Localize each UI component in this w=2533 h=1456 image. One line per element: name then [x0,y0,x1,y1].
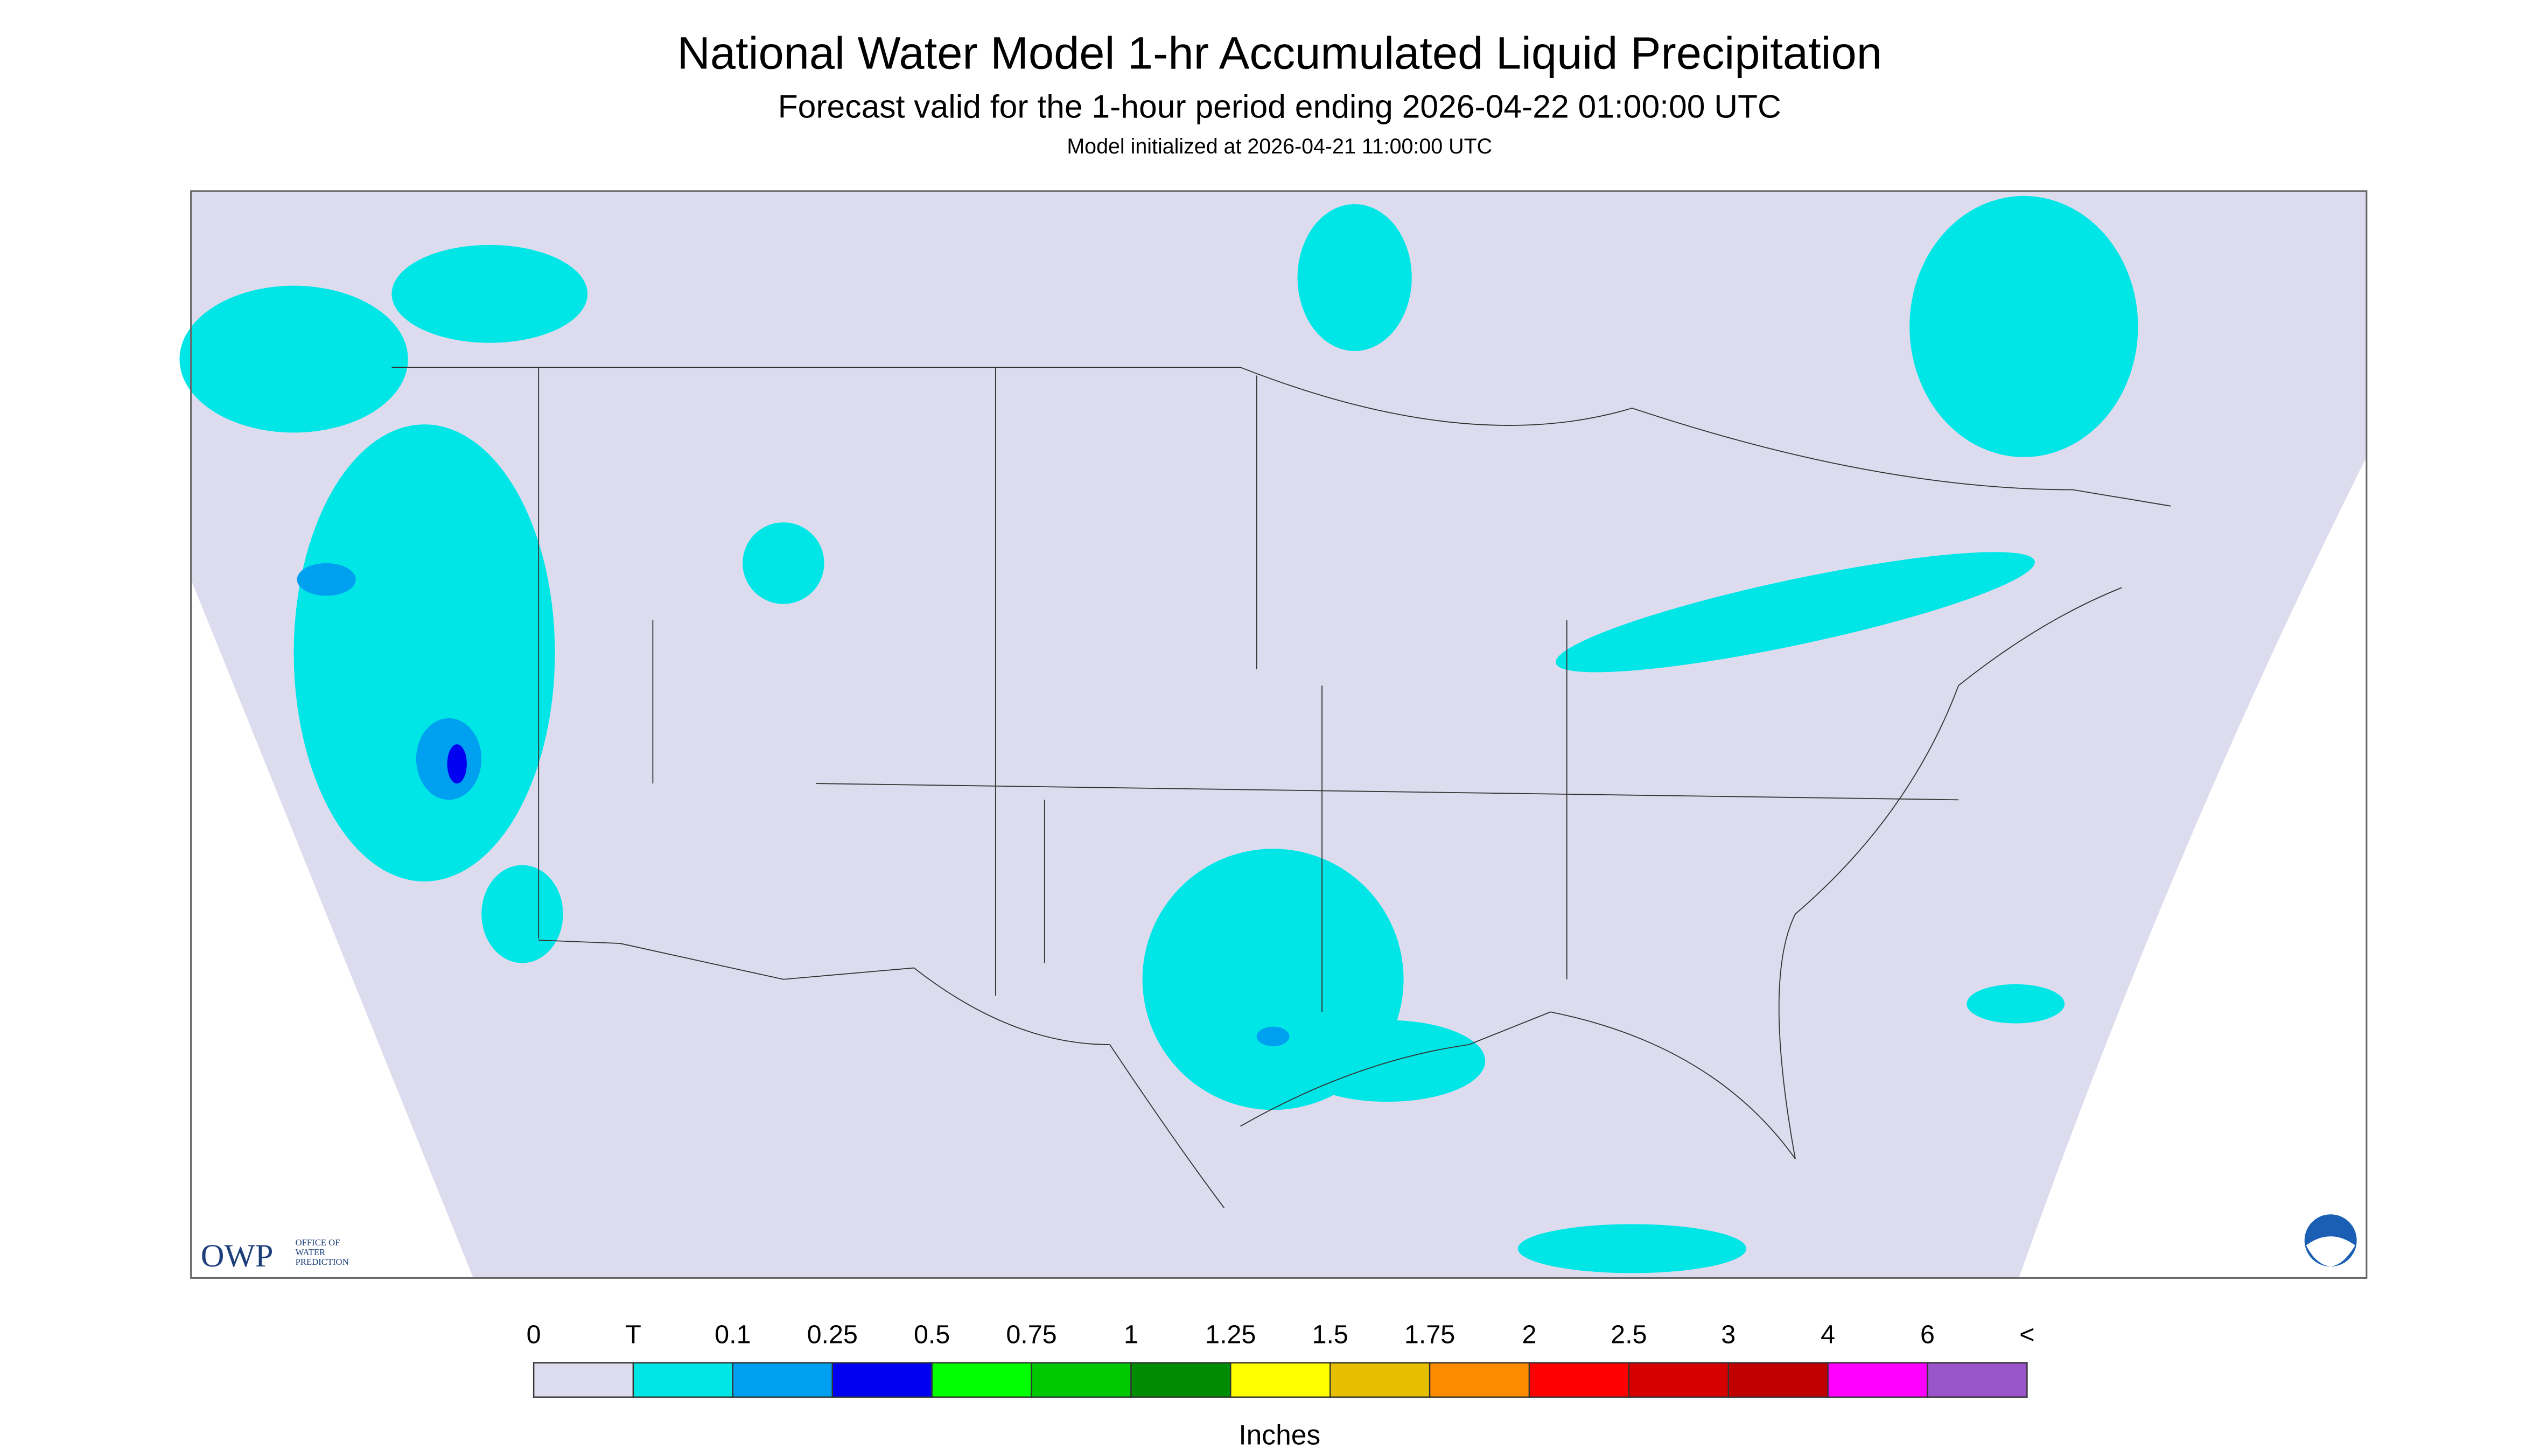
legend-label: 1.5 [1312,1320,1348,1349]
legend-swatch [1130,1362,1231,1398]
legend-label: 0 [527,1320,541,1349]
legend-label: 1 [1124,1320,1138,1349]
logo-subtext: WATER [296,1247,326,1257]
legend: 0 T 0.1 0.25 0.5 0.75 1 1.25 1.5 1.75 2 2.5 3 4 6 < [527,1320,2035,1398]
legend-label: 4 [1821,1320,1835,1349]
legend-swatch [732,1362,833,1398]
logo-text: OWP [201,1238,274,1274]
logo-subtext: OFFICE OF [296,1237,340,1248]
legend-swatch [1528,1362,1630,1398]
legend-swatch [931,1362,1032,1398]
legend-swatch [1329,1362,1431,1398]
borders [391,367,2171,1208]
legend-label: 1.75 [1404,1320,1455,1349]
map: OWP OFFICE OF WATER PREDICTION [179,190,2368,1279]
legend-label: 2.5 [1611,1320,1647,1349]
legend-swatch [831,1362,933,1398]
legend-label: 0.25 [807,1320,858,1349]
legend-swatch [533,1362,634,1398]
legend-swatch [1031,1362,1132,1398]
legend-unit: Inches [1238,1419,1320,1451]
legend-label: 1.25 [1205,1320,1256,1349]
legend-swatch [1927,1362,2028,1398]
init-time: Model initialized at 2026-04-21 11:00:00… [1067,135,1492,158]
legend-swatch [1628,1362,1729,1398]
noaa-logo-wave [2306,1236,2355,1267]
title: National Water Model 1-hr Accumulated Li… [677,27,1882,79]
subtitle: Forecast valid for the 1-hour period end… [778,88,1781,124]
outside-domain [2019,457,2367,1278]
legend-label: < [2019,1320,2034,1349]
logo-subtext: PREDICTION [296,1257,349,1267]
precip-heaviest [447,744,467,784]
legend-swatch [1230,1362,1331,1398]
map-frame [190,190,2368,1279]
legend-label: 0.5 [914,1320,950,1349]
legend-label: 0.75 [1006,1320,1056,1349]
precip [179,195,2138,1273]
legend-label: 2 [1522,1320,1536,1349]
legend-swatch [1827,1362,1928,1398]
legend-label: 3 [1721,1320,1736,1349]
legend-label: 6 [1920,1320,1935,1349]
legend-swatch [1429,1362,1530,1398]
outside-domain [191,579,473,1278]
legend-swatch [1727,1362,1829,1398]
legend-label: T [625,1320,641,1349]
legend-swatch [632,1362,734,1398]
legend-label: 0.1 [715,1320,751,1349]
